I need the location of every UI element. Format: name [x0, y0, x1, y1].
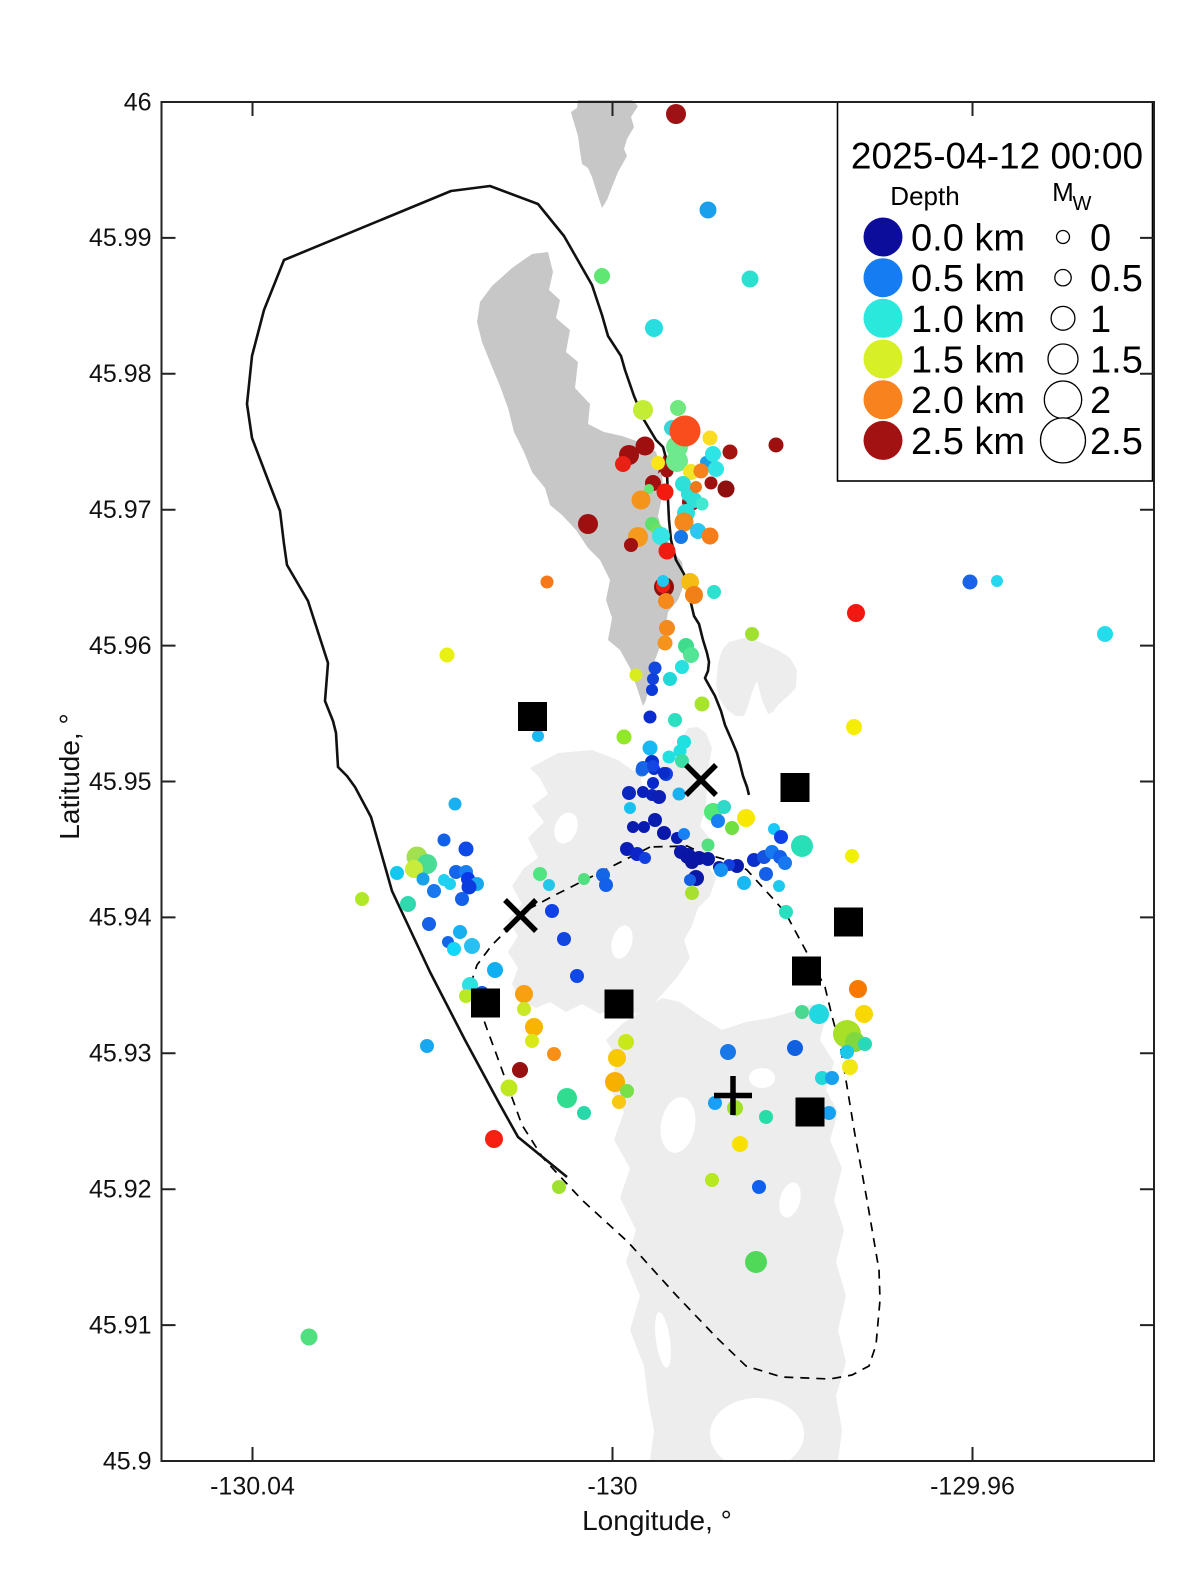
- svg-text:2: 2: [1090, 380, 1111, 422]
- svg-text:1.5: 1.5: [1090, 340, 1143, 382]
- svg-text:46: 46: [124, 88, 152, 116]
- svg-text:45.96: 45.96: [89, 632, 152, 660]
- svg-text:45.97: 45.97: [89, 496, 152, 524]
- svg-text:0.5: 0.5: [1090, 258, 1143, 300]
- svg-text:1.5 km: 1.5 km: [911, 340, 1025, 382]
- svg-text:45.98: 45.98: [89, 360, 152, 388]
- svg-text:M: M: [1052, 177, 1074, 207]
- svg-text:45.99: 45.99: [89, 224, 152, 252]
- svg-text:0: 0: [1090, 218, 1111, 260]
- svg-text:Longitude, °: Longitude, °: [582, 1505, 732, 1536]
- svg-text:45.95: 45.95: [89, 768, 152, 796]
- svg-text:Latitude, °: Latitude, °: [54, 713, 85, 839]
- svg-text:-130.04: -130.04: [210, 1473, 295, 1501]
- svg-text:45.93: 45.93: [89, 1040, 152, 1068]
- svg-text:0.5 km: 0.5 km: [911, 258, 1025, 300]
- svg-text:0.0 km: 0.0 km: [911, 218, 1025, 260]
- svg-text:2.5 km: 2.5 km: [911, 421, 1025, 463]
- svg-text:2.5: 2.5: [1090, 421, 1143, 463]
- svg-text:45.9: 45.9: [103, 1447, 152, 1475]
- svg-text:1.0 km: 1.0 km: [911, 299, 1025, 341]
- svg-text:Depth: Depth: [890, 181, 959, 211]
- svg-text:-130: -130: [587, 1473, 637, 1501]
- svg-text:45.94: 45.94: [89, 904, 152, 932]
- svg-text:1: 1: [1090, 299, 1111, 341]
- svg-text:45.91: 45.91: [89, 1311, 152, 1339]
- svg-text:45.92: 45.92: [89, 1176, 152, 1204]
- svg-text:2.0 km: 2.0 km: [911, 380, 1025, 422]
- svg-text:2025-04-12 00:00: 2025-04-12 00:00: [851, 136, 1143, 177]
- svg-text:-129.96: -129.96: [930, 1473, 1015, 1501]
- svg-text:W: W: [1073, 193, 1092, 215]
